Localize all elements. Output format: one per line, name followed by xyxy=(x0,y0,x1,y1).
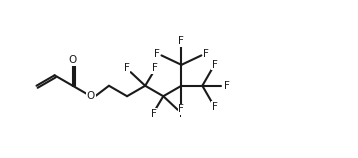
Text: F: F xyxy=(179,104,184,114)
Text: F: F xyxy=(152,63,158,73)
Text: F: F xyxy=(224,81,229,91)
Text: F: F xyxy=(154,49,160,59)
Text: F: F xyxy=(150,109,156,119)
Text: F: F xyxy=(212,102,217,112)
Text: F: F xyxy=(179,109,185,119)
Text: F: F xyxy=(179,36,184,46)
Text: O: O xyxy=(87,91,95,101)
Text: F: F xyxy=(124,63,130,73)
Text: O: O xyxy=(69,55,77,65)
Text: F: F xyxy=(203,49,209,59)
Text: F: F xyxy=(212,60,217,70)
